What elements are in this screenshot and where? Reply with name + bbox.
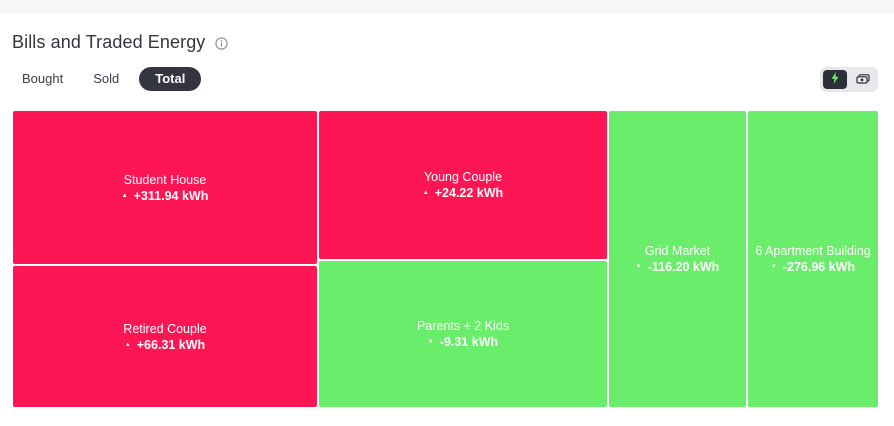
cell-label: Parents + 2 Kids <box>416 319 510 333</box>
cell-label: Student House <box>123 172 207 187</box>
arrow-up-icon: ▲ <box>121 192 128 199</box>
treemap-cell-parents-2-kids[interactable]: Parents + 2 Kids ▼ -9.31 kWh <box>319 261 607 407</box>
arrow-down-icon: ▼ <box>770 264 777 270</box>
cell-value: -116.20 kWh <box>647 260 720 274</box>
money-icon <box>856 71 870 89</box>
energy-tabs: Bought Sold Total <box>12 67 202 91</box>
treemap-cell-retired-couple[interactable]: Retired Couple ▲ +66.31 kWh <box>13 266 317 407</box>
cell-value: +66.31 kWh <box>136 337 206 352</box>
cell-value: +24.22 kWh <box>434 186 504 200</box>
money-view-button[interactable] <box>851 70 875 89</box>
lightning-icon <box>830 71 840 89</box>
cell-value: -276.96 kWh <box>782 260 856 274</box>
arrow-up-icon: ▲ <box>422 190 429 196</box>
treemap-cell-grid-market[interactable]: Grid Market ▼ -116.20 kWh <box>609 111 746 407</box>
arrow-down-icon: ▼ <box>427 339 434 345</box>
tab-bought[interactable]: Bought <box>22 71 64 86</box>
cell-label: Grid Market <box>644 244 711 258</box>
treemap-cell-young-couple[interactable]: Young Couple ▲ +24.22 kWh <box>319 111 607 259</box>
page-title: Bills and Traded Energy <box>12 31 206 52</box>
cell-label: Young Couple <box>423 170 503 184</box>
view-toggle <box>820 67 878 92</box>
tab-total[interactable]: Total <box>139 67 202 91</box>
tab-sold[interactable]: Sold <box>93 71 120 86</box>
top-strip <box>0 0 894 14</box>
info-icon[interactable] <box>215 36 229 50</box>
treemap-cell-student-house[interactable]: Student House ▲ +311.94 kWh <box>13 111 317 264</box>
cell-value: +311.94 kWh <box>133 188 209 203</box>
treemap-cell-6-apartment-building[interactable]: 6 Apartment Building ▼ -276.96 kWh <box>748 111 878 407</box>
arrow-down-icon: ▼ <box>635 264 642 270</box>
panel-header: Bills and Traded Energy <box>12 30 229 54</box>
arrow-up-icon: ▲ <box>124 341 131 348</box>
cell-value: -9.31 kWh <box>439 335 499 349</box>
energy-view-button[interactable] <box>823 70 847 89</box>
cell-label: 6 Apartment Building <box>755 244 871 258</box>
cell-label: Retired Couple <box>123 321 207 336</box>
